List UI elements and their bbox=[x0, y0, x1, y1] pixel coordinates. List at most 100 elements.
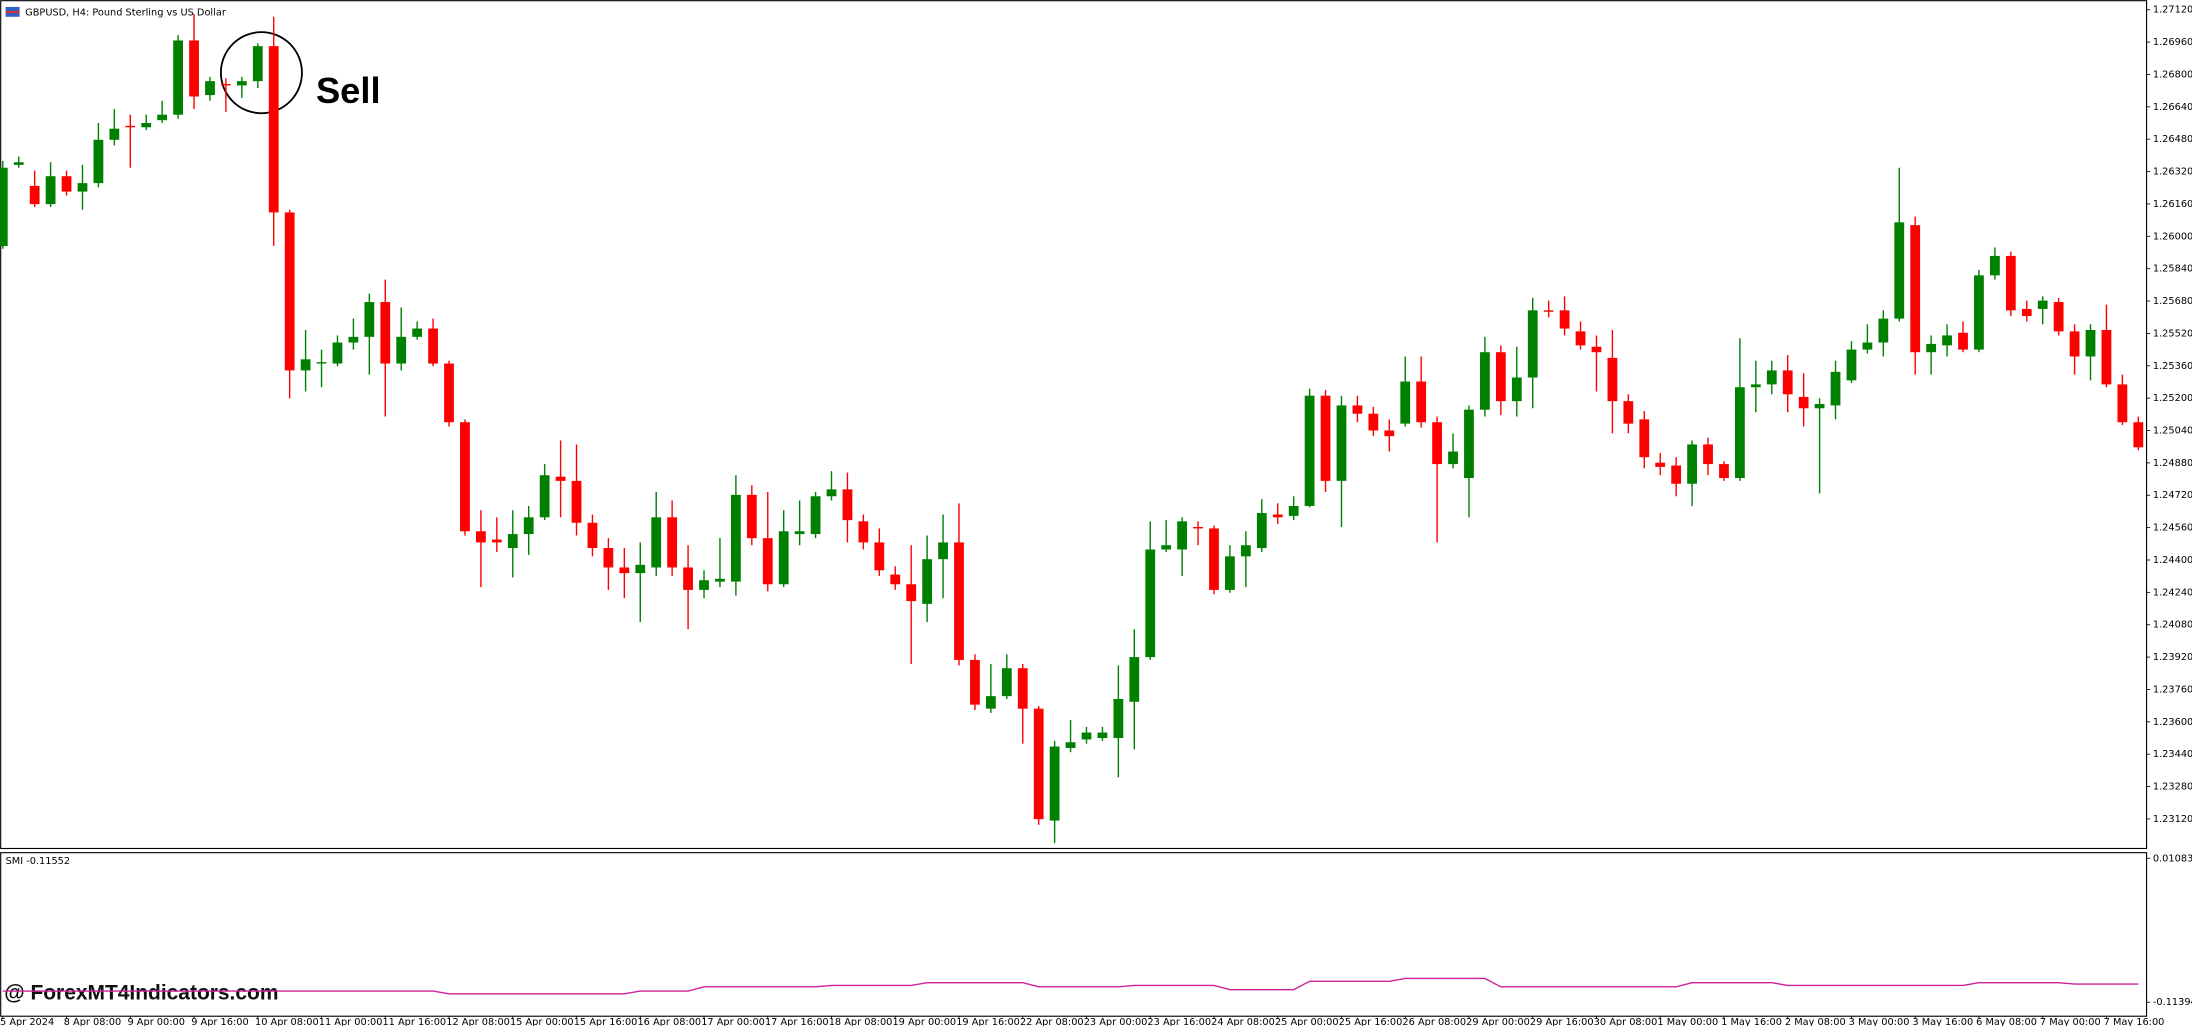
x-tick-label: 10 Apr 08:00 bbox=[255, 1017, 319, 1026]
candle-body bbox=[1735, 387, 1745, 479]
x-tick-label: 5 Apr 2024 bbox=[0, 1017, 54, 1026]
candle-body bbox=[2101, 329, 2112, 385]
x-tick-label: 19 Apr 16:00 bbox=[956, 1017, 1020, 1026]
candle-body bbox=[1974, 275, 1984, 350]
candle-body bbox=[109, 128, 120, 140]
candle-body bbox=[1193, 527, 1203, 529]
candle-body bbox=[683, 567, 693, 590]
y-tick-label: 1.23280 bbox=[2153, 782, 2192, 793]
x-tick-label: 15 Apr 00:00 bbox=[510, 1017, 574, 1026]
y-tick-label: 1.26480 bbox=[2153, 134, 2192, 145]
candle-body bbox=[0, 167, 8, 247]
y-tick-label: 1.25040 bbox=[2153, 426, 2192, 437]
x-tick-label: 9 Apr 00:00 bbox=[127, 1017, 184, 1026]
candle-body bbox=[1846, 349, 1857, 381]
candle-body bbox=[476, 531, 486, 543]
x-tick-label: 26 Apr 08:00 bbox=[1402, 1017, 1466, 1026]
candle-body bbox=[970, 659, 980, 705]
x-tick-label: 17 Apr 00:00 bbox=[701, 1017, 765, 1026]
candle-body bbox=[619, 567, 630, 574]
candle-body bbox=[762, 538, 773, 585]
candle-body bbox=[603, 548, 614, 568]
candle-body bbox=[555, 476, 566, 481]
candle-body bbox=[316, 362, 327, 364]
x-tick-label: 18 Apr 08:00 bbox=[829, 1017, 893, 1026]
candle-body bbox=[2037, 300, 2048, 309]
candle-body bbox=[189, 40, 199, 97]
candle-body bbox=[173, 40, 183, 115]
y-tick-label: 1.26000 bbox=[2153, 231, 2192, 242]
candle-body bbox=[890, 574, 901, 585]
candle-body bbox=[2133, 422, 2144, 448]
candle-body bbox=[1240, 545, 1251, 557]
candle-body bbox=[794, 531, 805, 535]
candle-body bbox=[221, 83, 231, 86]
x-tick-label: 16 Apr 08:00 bbox=[637, 1017, 701, 1026]
candle-body bbox=[1081, 732, 1092, 740]
candle-body bbox=[699, 580, 709, 590]
candle-body bbox=[539, 475, 550, 518]
candle-body bbox=[1527, 310, 1538, 378]
x-tick-label: 29 Apr 16:00 bbox=[1530, 1017, 1594, 1026]
candle-body bbox=[1336, 405, 1347, 481]
x-tick-label: 3 May 16:00 bbox=[1912, 1017, 1973, 1026]
x-tick-label: 25 Apr 00:00 bbox=[1275, 1017, 1339, 1026]
candle-body bbox=[1623, 401, 1634, 424]
x-tick-label: 1 May 00:00 bbox=[1657, 1017, 1718, 1026]
x-tick-label: 8 Apr 08:00 bbox=[64, 1017, 121, 1026]
y-tick-label: 1.23600 bbox=[2153, 717, 2192, 728]
candle-body bbox=[428, 328, 438, 364]
candle-body bbox=[157, 114, 168, 121]
candle-body bbox=[1687, 444, 1697, 484]
candle-body bbox=[1480, 352, 1490, 410]
candle-body bbox=[1750, 384, 1761, 388]
candle-body bbox=[396, 336, 407, 364]
candle-body bbox=[906, 584, 917, 602]
x-tick-label: 19 Apr 00:00 bbox=[892, 1017, 956, 1026]
candle-body bbox=[2069, 331, 2080, 357]
candle-body bbox=[284, 212, 295, 371]
candle-body bbox=[1559, 310, 1570, 329]
candle-body bbox=[954, 542, 964, 660]
candle-body bbox=[507, 534, 518, 549]
candle-body bbox=[1065, 742, 1076, 748]
candle-body bbox=[1416, 381, 1427, 423]
candle-body bbox=[635, 564, 646, 574]
y-tick-label: 1.25360 bbox=[2153, 361, 2192, 372]
candle-body bbox=[1113, 698, 1124, 739]
x-tick-label: 17 Apr 16:00 bbox=[765, 1017, 829, 1026]
candle-body bbox=[715, 578, 725, 582]
x-tick-label: 1 May 16:00 bbox=[1721, 1017, 1782, 1026]
candle-body bbox=[730, 494, 741, 582]
candle-body bbox=[1320, 395, 1331, 481]
candle-body bbox=[29, 185, 40, 205]
candle-body bbox=[1655, 462, 1666, 467]
candle-body bbox=[810, 496, 821, 535]
candle-body bbox=[125, 125, 136, 128]
candle-body bbox=[77, 183, 88, 192]
x-tick-label: 3 May 00:00 bbox=[1849, 1017, 1910, 1026]
candle-body bbox=[1432, 422, 1442, 465]
y-tick-label: 1.24080 bbox=[2153, 620, 2192, 631]
candle-body bbox=[1384, 430, 1395, 437]
candle-body bbox=[667, 517, 678, 568]
y-tick-label: 1.26320 bbox=[2153, 167, 2192, 178]
y-tick-label: 0.01083 bbox=[2153, 853, 2192, 864]
x-tick-label: 7 May 16:00 bbox=[2104, 1017, 2165, 1026]
candle-body bbox=[571, 480, 582, 523]
y-tick-label: 1.25840 bbox=[2153, 264, 2192, 275]
candle-body bbox=[205, 81, 215, 96]
candle-body bbox=[491, 539, 502, 543]
candle-body bbox=[1448, 451, 1458, 465]
y-tick-label: 1.25680 bbox=[2153, 296, 2192, 307]
chart-title: GBPUSD, H4: Pound Sterling vs US Dollar bbox=[25, 8, 227, 19]
candle-body bbox=[746, 494, 757, 539]
candle-body bbox=[2053, 302, 2064, 332]
y-tick-label: 1.26800 bbox=[2153, 69, 2192, 80]
candle-body bbox=[61, 176, 72, 192]
y-tick-label: 1.26640 bbox=[2153, 102, 2192, 113]
y-tick-label: 1.25520 bbox=[2153, 328, 2192, 339]
candle-body bbox=[1511, 377, 1522, 402]
